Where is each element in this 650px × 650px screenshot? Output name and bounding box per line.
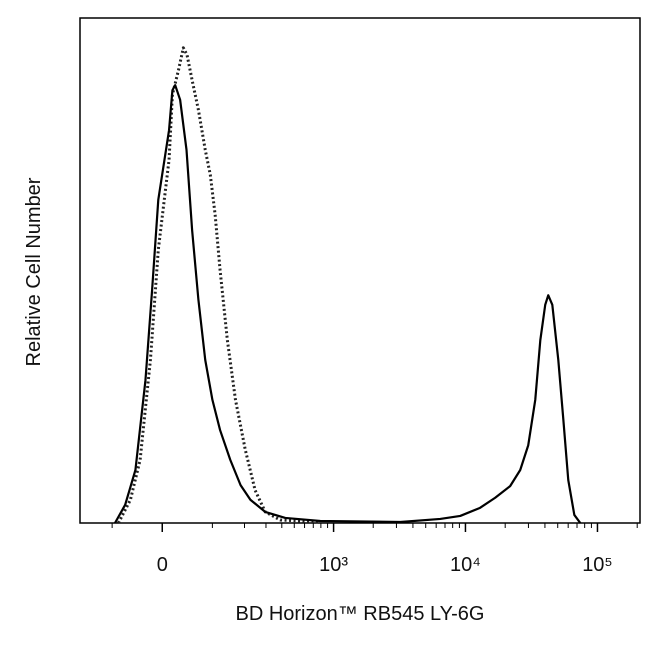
x-axis-label: BD Horizon™ RB545 LY-6G <box>235 603 484 625</box>
y-axis-label: Relative Cell Number <box>23 177 45 366</box>
x-tick-label: 10⁴ <box>450 554 481 576</box>
x-tick-label: 0 <box>157 554 168 576</box>
solid-curve <box>114 84 582 524</box>
x-tick-label: 10⁵ <box>582 554 613 576</box>
x-tick-label: 10³ <box>319 554 348 576</box>
dotted-curve <box>117 46 321 524</box>
plot-frame <box>79 17 641 524</box>
